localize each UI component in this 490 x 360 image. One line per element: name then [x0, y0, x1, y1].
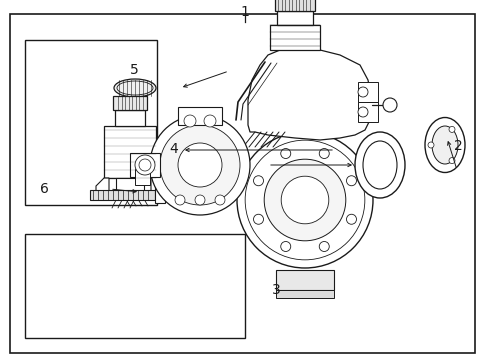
Bar: [358, 102, 378, 122]
Bar: [276, 290, 334, 298]
Ellipse shape: [363, 141, 397, 189]
Circle shape: [383, 98, 397, 112]
Circle shape: [281, 242, 291, 252]
Circle shape: [150, 115, 250, 215]
Ellipse shape: [114, 79, 156, 97]
Circle shape: [245, 140, 365, 260]
Text: 6: 6: [40, 182, 49, 196]
Polygon shape: [96, 178, 109, 194]
Circle shape: [281, 149, 291, 158]
Circle shape: [358, 107, 368, 117]
Circle shape: [237, 132, 373, 268]
Circle shape: [215, 195, 225, 205]
Circle shape: [253, 176, 264, 186]
Circle shape: [449, 158, 455, 163]
Bar: [155, 187, 165, 203]
Circle shape: [428, 142, 434, 148]
Bar: [113, 96, 147, 110]
Ellipse shape: [425, 117, 465, 172]
Bar: [116, 178, 144, 192]
Circle shape: [319, 149, 329, 158]
Bar: [135, 169, 150, 185]
Bar: [104, 126, 156, 178]
Polygon shape: [248, 48, 372, 140]
Bar: [165, 190, 171, 198]
Bar: [270, 25, 320, 50]
Bar: [115, 110, 145, 126]
Circle shape: [253, 214, 264, 224]
Circle shape: [139, 159, 151, 171]
Bar: [24, 234, 245, 338]
Circle shape: [319, 242, 329, 252]
Circle shape: [160, 125, 240, 205]
Bar: [358, 82, 378, 102]
Circle shape: [178, 143, 222, 187]
Bar: [277, 11, 313, 25]
Bar: [178, 107, 222, 125]
Text: 3: 3: [272, 283, 281, 297]
Circle shape: [175, 195, 185, 205]
Text: 1: 1: [241, 5, 249, 19]
Bar: [114, 79, 156, 97]
Text: 4: 4: [169, 143, 178, 156]
Circle shape: [204, 115, 216, 127]
Bar: [276, 270, 334, 290]
Bar: [24, 40, 157, 205]
Ellipse shape: [117, 81, 153, 95]
Circle shape: [195, 195, 205, 205]
Circle shape: [281, 176, 329, 224]
Text: 5: 5: [130, 63, 139, 77]
Text: 2: 2: [454, 139, 463, 153]
Ellipse shape: [355, 132, 405, 198]
Circle shape: [264, 159, 346, 241]
Bar: [90, 190, 155, 200]
Circle shape: [449, 126, 455, 132]
Circle shape: [346, 214, 357, 224]
Circle shape: [346, 176, 357, 186]
Ellipse shape: [432, 126, 458, 164]
Circle shape: [135, 155, 155, 175]
Circle shape: [184, 115, 196, 127]
Bar: [130, 153, 160, 177]
Bar: [275, 0, 315, 11]
Circle shape: [358, 87, 368, 97]
Polygon shape: [151, 178, 161, 194]
